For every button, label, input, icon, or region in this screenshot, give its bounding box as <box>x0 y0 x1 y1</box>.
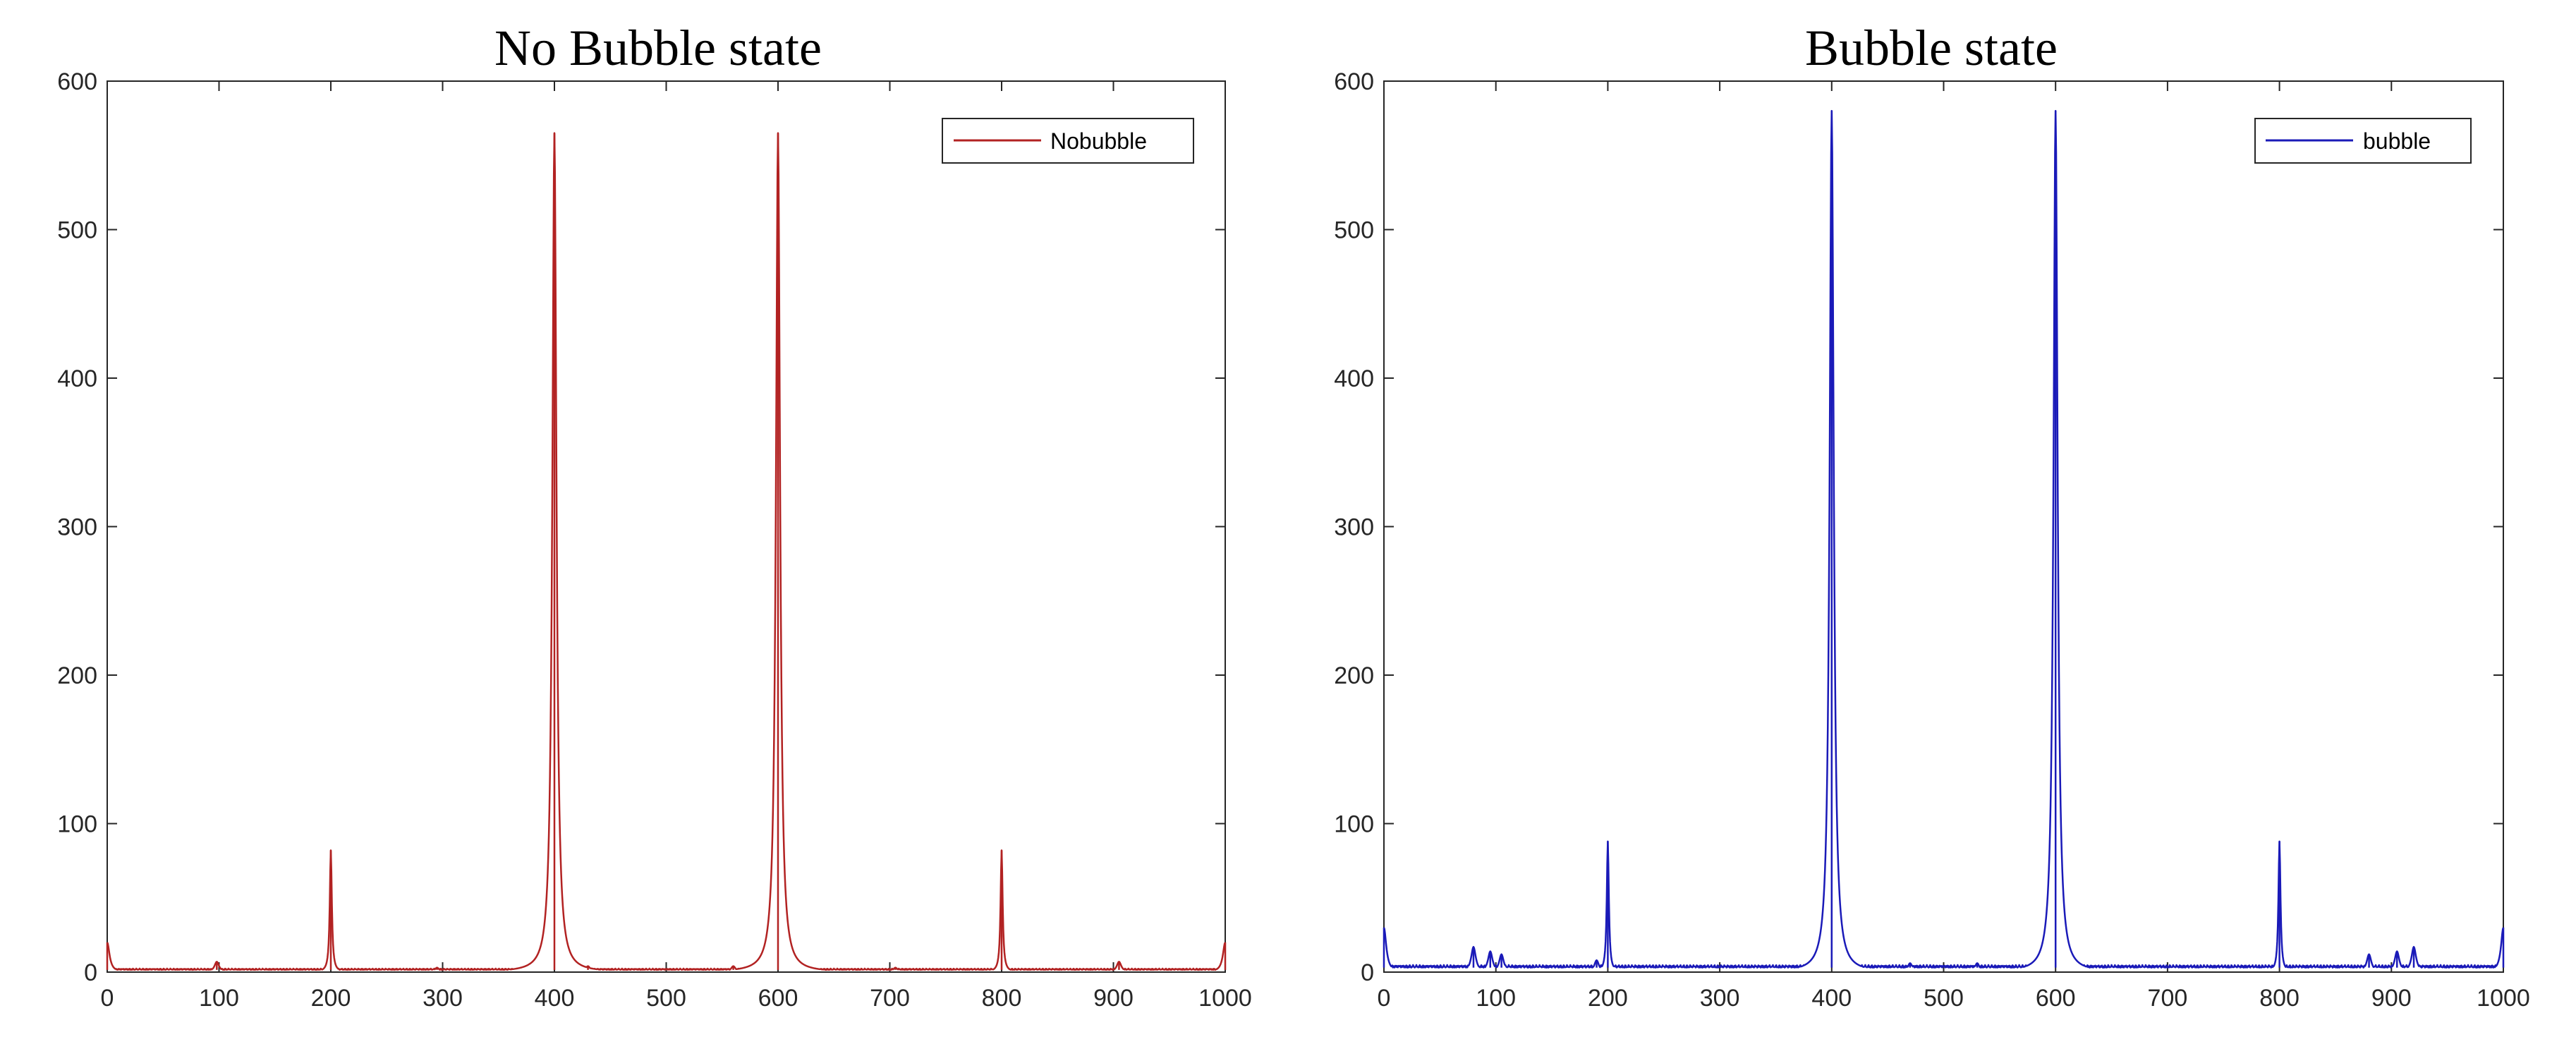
x-tick-label: 800 <box>982 985 1022 1012</box>
plot-area <box>1383 80 2504 973</box>
x-tick-label: 0 <box>1378 985 1391 1012</box>
y-tick-label: 0 <box>84 959 97 986</box>
x-tick-label: 900 <box>1093 985 1134 1012</box>
x-tick-label: 500 <box>1924 985 1964 1012</box>
y-tick-label: 600 <box>1334 68 1374 95</box>
x-tick-label: 400 <box>1811 985 1852 1012</box>
y-tick-label: 300 <box>57 514 97 541</box>
chart-title: No Bubble state <box>494 20 822 76</box>
y-tick-label: 600 <box>57 68 97 95</box>
axis-ticks: 0 100 200 300 400 500 600 700 800 900 1000 0 100 200 3… <box>57 68 1252 1012</box>
y-tick-label: 0 <box>1361 959 1374 986</box>
y-tick-label: 100 <box>1334 811 1374 838</box>
legend-label: bubble <box>2363 128 2431 154</box>
x-tick-label: 100 <box>1476 985 1516 1012</box>
legend-label: Nobubble <box>1050 128 1147 154</box>
x-tick-label: 400 <box>535 985 575 1012</box>
legend: Nobubble <box>942 118 1194 164</box>
x-tick-label: 600 <box>758 985 798 1012</box>
y-tick-label: 300 <box>1334 514 1374 541</box>
x-tick-label: 200 <box>1588 985 1628 1012</box>
plot-area <box>107 80 1226 973</box>
x-tick-label: 100 <box>199 985 239 1012</box>
y-tick-label: 500 <box>57 217 97 244</box>
y-tick-label: 200 <box>57 662 97 689</box>
y-tick-label: 100 <box>57 811 97 838</box>
y-tick-label: 200 <box>1334 662 1374 689</box>
x-tick-label: 0 <box>101 985 114 1012</box>
legend: bubble <box>2254 118 2472 164</box>
x-tick-label: 500 <box>646 985 686 1012</box>
chart-title: Bubble state <box>1805 20 2058 76</box>
x-tick-label: 700 <box>2148 985 2188 1012</box>
x-tick-label: 800 <box>2259 985 2299 1012</box>
y-tick-label: 400 <box>1334 365 1374 392</box>
chart-no-bubble: No Bubble state 0 100 200 300 400 500 600 700 80… <box>57 20 1252 1012</box>
x-tick-label: 1000 <box>1198 985 1252 1012</box>
y-tick-label: 400 <box>57 365 97 392</box>
x-tick-label: 300 <box>1700 985 1740 1012</box>
x-tick-label: 900 <box>2371 985 2412 1012</box>
x-tick-label: 700 <box>870 985 910 1012</box>
series-line-nobubble <box>106 132 1227 971</box>
x-tick-label: 1000 <box>2477 985 2530 1012</box>
y-tick-label: 500 <box>1334 217 1374 244</box>
x-tick-label: 600 <box>2036 985 2076 1012</box>
chart-bubble: Bubble state 0 100 200 300 400 500 600 700 800 90… <box>1334 20 2530 1012</box>
plot-lines <box>1383 109 2505 969</box>
plot-lines <box>106 132 1227 971</box>
series-line-bubble <box>1383 109 2505 969</box>
x-tick-label: 200 <box>311 985 351 1012</box>
x-tick-label: 300 <box>423 985 463 1012</box>
